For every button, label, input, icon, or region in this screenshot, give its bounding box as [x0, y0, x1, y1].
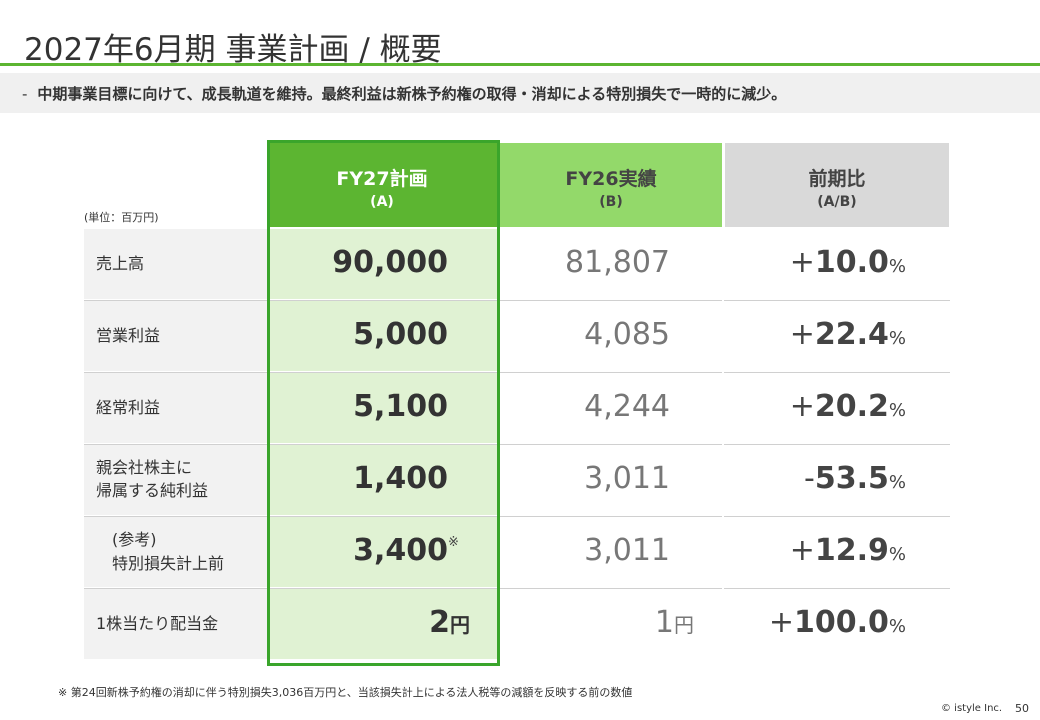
row-label: (参考) — [112, 530, 157, 549]
row-label-cell: 営業利益 — [84, 301, 268, 371]
page-title: 2027年6月期 事業計画 / 概要 — [24, 32, 442, 68]
row-divider — [84, 516, 950, 517]
row-divider — [84, 588, 950, 589]
yoy-value: +100.0% — [768, 605, 906, 640]
column-header-title: FY26実績 — [565, 168, 657, 190]
column-separator — [722, 229, 724, 660]
row-divider — [84, 444, 950, 445]
summary-line: - 中期事業目標に向けて、成長軌道を維持。最終利益は新株予約権の取得・消却による特… — [22, 83, 786, 104]
actual-cell: 81,807 — [500, 229, 722, 299]
yoy-value: +20.2% — [789, 389, 906, 424]
table-row-sales: 売上高 90,000 81,807 +10.0% — [84, 229, 950, 299]
actual-cell: 1円 — [500, 589, 722, 659]
actual-cell: 3,011 — [500, 517, 722, 587]
plan-value: 3,400 — [353, 533, 448, 568]
row-label-line2: 帰属する純利益 — [96, 481, 209, 500]
plan-cell: 90,000 — [268, 229, 498, 299]
column-header-title: FY27計画 — [336, 168, 428, 190]
page-number: 50 — [1015, 702, 1029, 715]
table-row-pre-special-loss: (参考) 特別損失計上前 3,400 ※ 3,011 +12.9% — [84, 517, 950, 587]
actual-cell: 4,085 — [500, 301, 722, 371]
title-underline — [0, 63, 1040, 66]
yoy-value: +22.4% — [789, 317, 906, 352]
actual-value: 81,807 — [565, 245, 670, 280]
row-divider — [84, 300, 950, 301]
actual-cell: 4,244 — [500, 373, 722, 443]
yoy-cell: -53.5% — [725, 445, 950, 515]
row-label-cell: 売上高 — [84, 229, 268, 299]
yoy-value: +12.9% — [789, 533, 906, 568]
yoy-value: +10.0% — [789, 245, 906, 280]
subtitle-band — [0, 73, 1040, 113]
column-header-title: 前期比 — [808, 168, 866, 190]
row-label-cell: 1株当たり配当金 — [84, 589, 268, 659]
row-label: 営業利益 — [96, 326, 161, 345]
actual-value: 4,244 — [584, 389, 670, 424]
column-header-key: (B) — [599, 194, 623, 210]
plan-value: 1,400 — [353, 461, 448, 496]
plan-cell: 2円 — [268, 589, 498, 659]
plan-cell: 1,400 — [268, 445, 498, 515]
row-label: 経常利益 — [96, 398, 161, 417]
row-label-cell: (参考) 特別損失計上前 — [84, 517, 268, 587]
table-row-operating-profit: 営業利益 5,000 4,085 +22.4% — [84, 301, 950, 371]
column-header-fy27-plan: FY27計画 (A) — [267, 143, 497, 227]
column-header-key: (A) — [370, 194, 394, 210]
row-label-line2: 特別損失計上前 — [112, 554, 225, 573]
footnote-mark: ※ — [448, 535, 459, 550]
plan-cell: 5,000 — [268, 301, 498, 371]
actual-value: 3,011 — [584, 533, 670, 568]
yoy-value: -53.5% — [804, 461, 906, 496]
plan-cell: 5,100 — [268, 373, 498, 443]
column-header-fy26-actual: FY26実績 (B) — [500, 143, 722, 227]
row-label-cell: 経常利益 — [84, 373, 268, 443]
table-row-ordinary-profit: 経常利益 5,100 4,244 +20.2% — [84, 373, 950, 443]
table-row-dividend: 1株当たり配当金 2円 1円 +100.0% — [84, 589, 950, 659]
plan-value: 90,000 — [332, 245, 448, 280]
summary-text: 中期事業目標に向けて、成長軌道を維持。最終利益は新株予約権の取得・消却による特別… — [37, 85, 787, 103]
actual-value: 3,011 — [584, 461, 670, 496]
actual-value: 4,085 — [584, 317, 670, 352]
plan-value: 2円 — [429, 605, 470, 640]
plan-value: 5,100 — [353, 389, 448, 424]
plan-value: 5,000 — [353, 317, 448, 352]
yoy-cell: +20.2% — [725, 373, 950, 443]
yoy-cell: +100.0% — [725, 589, 950, 659]
actual-cell: 3,011 — [500, 445, 722, 515]
copyright: © istyle Inc. — [941, 703, 1003, 714]
yoy-cell: +10.0% — [725, 229, 950, 299]
column-header-yoy: 前期比 (A/B) — [725, 143, 949, 227]
actual-value: 1円 — [654, 605, 694, 640]
row-label: 売上高 — [96, 254, 145, 273]
footnote: ※ 第24回新株予約権の消却に伴う特別損失3,036百万円と、当該損失計上による… — [58, 686, 633, 699]
table-row-net-income: 親会社株主に 帰属する純利益 1,400 3,011 -53.5% — [84, 445, 950, 515]
row-label: 1株当たり配当金 — [96, 614, 219, 633]
yoy-cell: +22.4% — [725, 301, 950, 371]
unit-note: (単位：百万円) — [84, 211, 159, 224]
plan-column-highlight — [267, 140, 500, 666]
row-divider — [84, 372, 950, 373]
plan-cell: 3,400 ※ — [268, 517, 498, 587]
row-label-cell: 親会社株主に 帰属する純利益 — [84, 445, 268, 515]
summary-dash: - — [22, 85, 28, 103]
row-label: 親会社株主に — [96, 458, 193, 477]
column-header-key: (A/B) — [817, 194, 857, 210]
yoy-cell: +12.9% — [725, 517, 950, 587]
